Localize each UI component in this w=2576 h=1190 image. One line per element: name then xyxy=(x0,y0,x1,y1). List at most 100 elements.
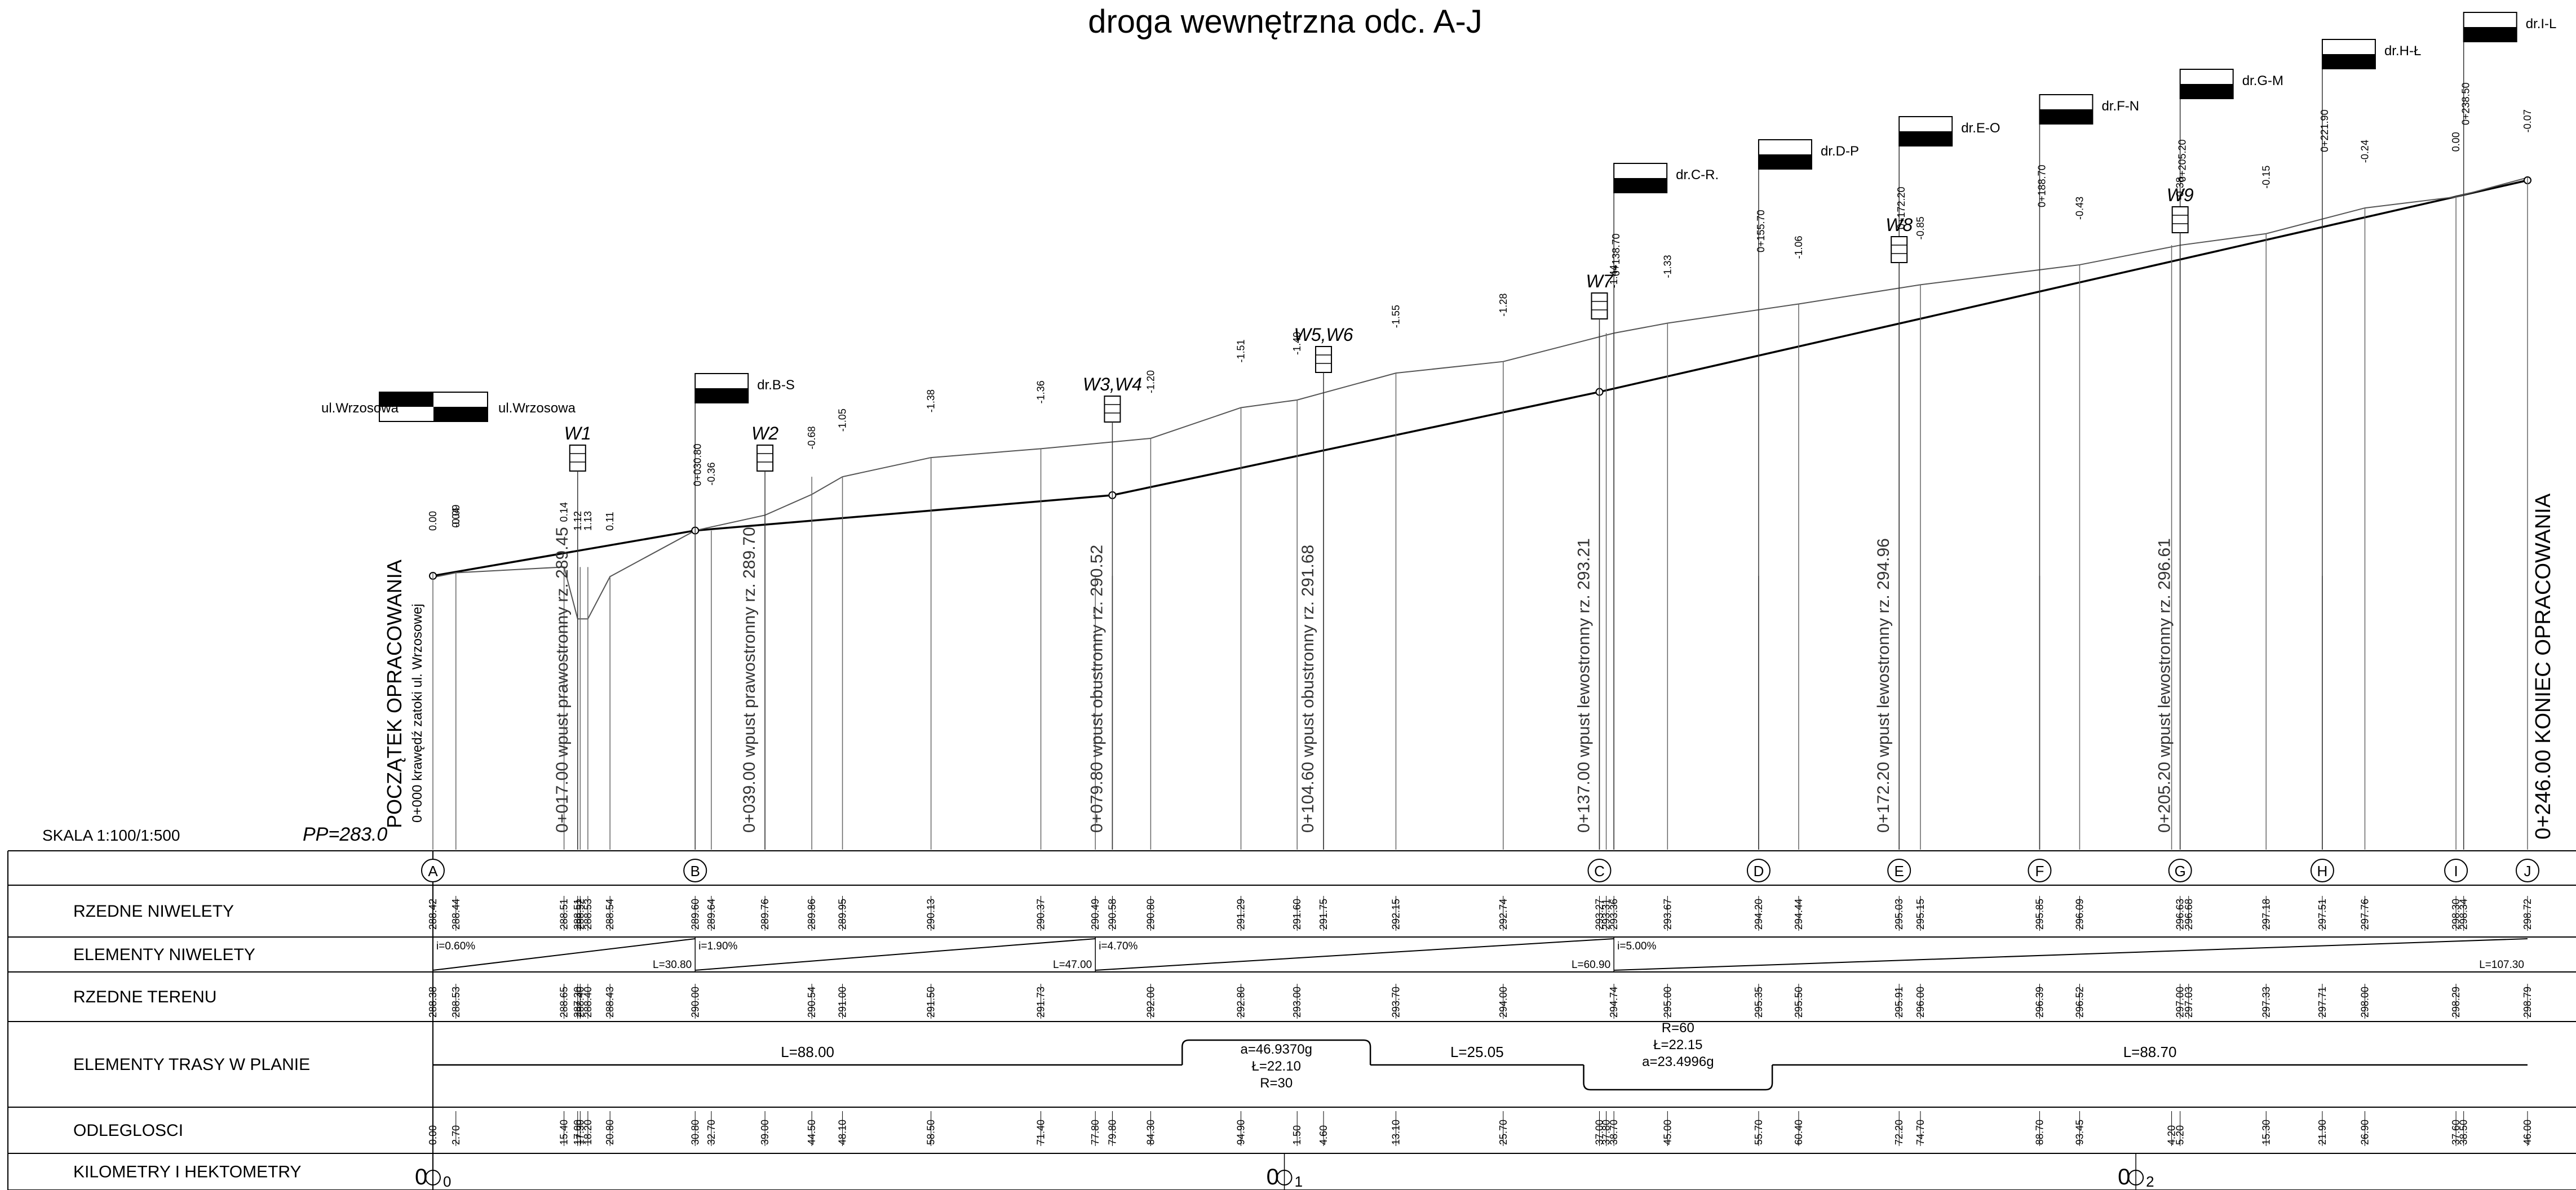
inlet-label: 0+104.60 wpust obustronny rz. 291.68 xyxy=(1299,545,1317,833)
node-circle xyxy=(2444,859,2468,882)
row-labels: RZEDNE NIWELETY ELEMENTY NIWELETY RZEDNE T… xyxy=(73,902,310,1182)
node-letter: H xyxy=(2317,863,2328,880)
row-label: ELEMENTY TRASY W PLANIE xyxy=(73,1055,310,1074)
well-symbol xyxy=(756,445,774,472)
depth-label: -0.85 xyxy=(1915,216,1926,239)
node-circle xyxy=(2028,859,2052,882)
plan-straight-label: L=88.70 xyxy=(2123,1044,2177,1060)
row-label: ODLEGLOSCI xyxy=(73,1121,183,1140)
grade-length-label: L=30.80 xyxy=(653,959,692,971)
row-label: RZEDNE NIWELETY xyxy=(73,902,234,921)
well-symbol xyxy=(2171,206,2189,233)
depth-label: 0.11 xyxy=(604,512,616,531)
depth-label: -0.36 xyxy=(706,463,717,486)
node-letter: A xyxy=(428,863,438,880)
kilometer-label: 0 xyxy=(2118,1165,2130,1189)
side-road-label: dr.H-Ł xyxy=(2384,43,2421,59)
side-road-label: dr.B-S xyxy=(757,378,795,393)
depth-label: -0.43 xyxy=(2074,197,2085,220)
grade-length-label: L=47.00 xyxy=(1053,959,1092,971)
node-letter: J xyxy=(2524,863,2531,880)
row-label: ELEMENTY NIWELETY xyxy=(73,945,255,964)
side-road-markers: dr.B-S 0+030.80 dr.C-R. 0+138.70 dr.D-P 0+155… xyxy=(692,12,2556,850)
depth-label: -0.68 xyxy=(806,426,817,449)
depth-label: 0.00 xyxy=(427,511,439,531)
well-label: W1 xyxy=(564,423,591,443)
depth-label: -1.36 xyxy=(1035,380,1047,403)
plan-curve-label: R=60 xyxy=(1662,1020,1694,1036)
inlet-label: 0+039.00 wpust prawostronny rz. 289.70 xyxy=(740,527,759,833)
depth-label: -1.20 xyxy=(1145,370,1156,393)
side-road-station: 0+030.80 xyxy=(692,443,703,486)
well-label: W2 xyxy=(751,423,778,443)
grade-slope-label: i=4.70% xyxy=(1099,940,1137,952)
side-road-box-fill xyxy=(2180,84,2233,99)
plan-curve-label: Ł=22.10 xyxy=(1252,1059,1301,1074)
side-road-station: 0+155.70 xyxy=(1755,210,1767,252)
grade-length-label: L=60.90 xyxy=(1572,959,1610,971)
node-letter: E xyxy=(1895,863,1904,880)
depth-label: 0.00 xyxy=(2450,132,2462,152)
grade-slope-label: i=5.00% xyxy=(1617,940,1656,952)
node-letter: D xyxy=(1754,863,1764,880)
node-markers: A B C D E F G H I J xyxy=(421,859,2539,882)
side-road-label: dr.C-R. xyxy=(1676,167,1719,183)
well-label: W8 xyxy=(1885,215,1913,235)
node-circle xyxy=(1587,859,1612,882)
street-label-right: ul.Wrzosowa xyxy=(498,401,576,416)
scale-label: SKALA 1:100/1:500 xyxy=(42,827,180,844)
side-road-label: dr.F-N xyxy=(2101,99,2139,114)
node-letter: C xyxy=(1594,863,1605,880)
start-label: POCZĄTEK OPRACOWANIA xyxy=(383,560,406,828)
plan-straight-label: L=88.00 xyxy=(781,1044,834,1060)
grade-element-slope xyxy=(1614,938,2528,971)
side-road-station: 0+172.20 xyxy=(1896,187,1907,229)
street-label-left: ul.Wrzosowa xyxy=(321,401,399,416)
depth-label: -0.15 xyxy=(2260,166,2272,189)
plan-curve-label: R=30 xyxy=(1260,1076,1293,1091)
inlet-label: 0+137.00 wpust lewostronny rz. 293.21 xyxy=(1574,538,1593,833)
plan-curve-label: Ł=22.15 xyxy=(1653,1037,1702,1053)
end-label: 0+246.00 KONIEC OPRACOWANIA xyxy=(2531,493,2555,840)
side-road-label: dr.G-M xyxy=(2242,73,2283,88)
row-label: KILOMETRY I HEKTOMETRY xyxy=(73,1163,302,1182)
side-road-box-fill xyxy=(2463,27,2517,42)
plan-curve-label: a=23.4996g xyxy=(1642,1054,1714,1069)
node-circle xyxy=(421,859,445,882)
node-circle xyxy=(2168,859,2192,882)
node-circle xyxy=(1887,859,1911,882)
plan-curve-label: a=46.9370g xyxy=(1240,1042,1312,1057)
plan-curve xyxy=(1181,1039,1371,1065)
depth-label: -1.38 xyxy=(926,389,937,412)
depth-label: -1.06 xyxy=(1793,236,1804,259)
grade-elements: i=0.60% L=30.80 i=1.90% L=47.00 i=4.70% L=60.… xyxy=(432,937,2528,972)
side-road-label: dr.I-L xyxy=(2526,16,2557,32)
node-letter: F xyxy=(2035,863,2044,880)
inlet-label: 0+172.20 wpust lewostronny rz. 294.96 xyxy=(1874,538,1893,833)
depth-label: -0.09 xyxy=(450,505,462,528)
node-letter: B xyxy=(691,863,700,880)
hectometer-label: 1 xyxy=(1295,1173,1303,1190)
inlet-label: 0+079.80 wpust obustronny rz. 290.52 xyxy=(1087,545,1106,833)
depth-label: -1.05 xyxy=(837,408,848,432)
grade-slope-label: i=0.60% xyxy=(436,940,475,952)
hectometer-label: 0 xyxy=(443,1173,451,1190)
node-letter: G xyxy=(2175,863,2186,880)
side-road-station: 0+138.70 xyxy=(1610,233,1622,276)
reference-level-label: PP=283.0 xyxy=(303,824,387,845)
kilometer-label: 0 xyxy=(1267,1165,1279,1189)
node-letter: I xyxy=(2454,863,2458,880)
well-symbol xyxy=(1891,236,1908,263)
depth-label: -0.24 xyxy=(2359,140,2370,163)
start-sublabel: 0+000 krawędź zatoki ul. Wrzosowej xyxy=(410,604,425,823)
plan-curve xyxy=(1583,1065,1773,1091)
depth-label: -1.40 xyxy=(1291,332,1303,355)
side-road-box-fill xyxy=(2039,109,2093,124)
plan-elements: L=88.00 L=25.05 L=88.70 a=46.9370g Ł=22.10 R=… xyxy=(433,1020,2528,1091)
depth-label: 1.13 xyxy=(582,511,594,531)
well-symbol xyxy=(1591,292,1608,319)
